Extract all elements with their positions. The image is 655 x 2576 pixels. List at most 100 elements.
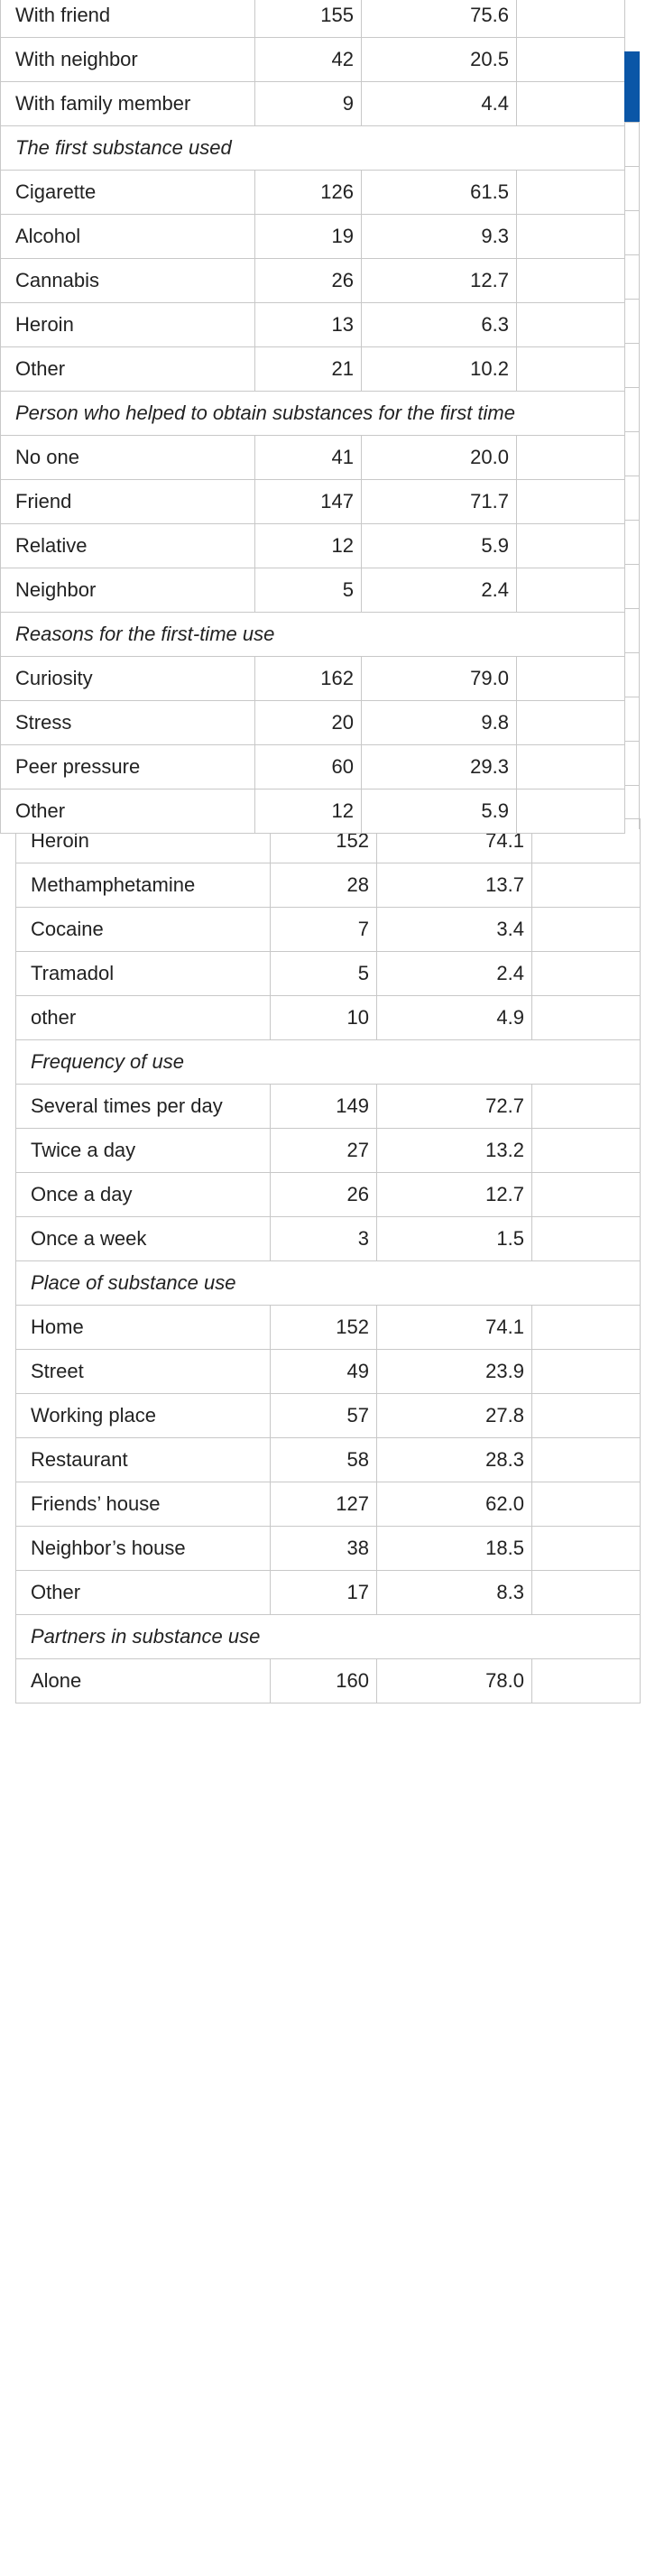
row-label: Heroin [0, 302, 255, 347]
count-cell: 5 [270, 951, 377, 996]
table-row: Once a week 3 1.5 [15, 1216, 641, 1261]
count-cell: 3 [270, 1216, 377, 1261]
count-cell: 21 [254, 346, 362, 392]
count-cell: 7 [270, 907, 377, 952]
percent-cell: 1.5 [376, 1216, 532, 1261]
count-cell: 27 [270, 1128, 377, 1173]
stub-row [624, 608, 640, 652]
empty-cell [516, 258, 625, 303]
table-row: With friend 155 75.6 [0, 0, 625, 38]
percent-cell: 23.9 [376, 1349, 532, 1394]
table-row: Other 12 5.9 [0, 789, 625, 834]
count-cell: 12 [254, 789, 362, 834]
stub-row [624, 475, 640, 520]
row-label: Once a day [15, 1172, 271, 1217]
scroll-position-indicator [624, 51, 640, 122]
empty-cell [516, 568, 625, 613]
row-label: Other [0, 346, 255, 392]
percent-cell: 12.7 [376, 1172, 532, 1217]
table-row: Methamphetamine 28 13.7 [15, 863, 641, 908]
empty-cell [516, 789, 625, 834]
stub-row [624, 299, 640, 343]
count-cell: 10 [270, 995, 377, 1040]
percent-cell: 6.3 [361, 302, 517, 347]
table-row: Peer pressure 60 29.3 [0, 744, 625, 789]
empty-cell [516, 37, 625, 82]
percent-cell: 29.3 [361, 744, 517, 789]
stub-row [624, 343, 640, 387]
percent-cell: 20.5 [361, 37, 517, 82]
row-label: Other [0, 789, 255, 834]
substance-use-table-upper: With friend 155 75.6 With neighbor 42 20.5 Wit… [0, 0, 625, 834]
table-row: Alone 160 78.0 [15, 1658, 641, 1703]
stub-row [624, 254, 640, 299]
section-label: Partners in substance use [15, 1614, 641, 1659]
percent-cell: 5.9 [361, 789, 517, 834]
section-label: The first substance used [0, 125, 625, 171]
row-label: Twice a day [15, 1128, 271, 1173]
section-label: Place of substance use [15, 1260, 641, 1306]
percent-cell: 12.7 [361, 258, 517, 303]
row-label: Cannabis [0, 258, 255, 303]
count-cell: 26 [254, 258, 362, 303]
row-label: With friend [0, 0, 255, 38]
table-section-header: Frequency of use [15, 1039, 641, 1085]
empty-cell [531, 1216, 641, 1261]
row-label: Alone [15, 1658, 271, 1703]
stub-row [624, 431, 640, 475]
empty-cell [531, 1437, 641, 1482]
row-label: Cigarette [0, 170, 255, 215]
percent-cell: 9.3 [361, 214, 517, 259]
empty-cell [516, 700, 625, 745]
table-section-header: Reasons for the first-time use [0, 612, 625, 657]
stub-row [624, 741, 640, 785]
count-cell: 162 [254, 656, 362, 701]
table-row: Street 49 23.9 [15, 1349, 641, 1394]
percent-cell: 18.5 [376, 1526, 532, 1571]
row-label: Stress [0, 700, 255, 745]
table-section-header: The first substance used [0, 125, 625, 171]
table-row: Cannabis 26 12.7 [0, 258, 625, 303]
count-cell: 149 [270, 1084, 377, 1129]
row-label: Friends’ house [15, 1482, 271, 1527]
percent-cell: 9.8 [361, 700, 517, 745]
percent-cell: 74.1 [376, 1305, 532, 1350]
row-label: With neighbor [0, 37, 255, 82]
table-row: Home 152 74.1 [15, 1305, 641, 1350]
count-cell: 26 [270, 1172, 377, 1217]
row-label: Home [15, 1305, 271, 1350]
empty-cell [531, 1393, 641, 1438]
stub-row [624, 122, 640, 166]
empty-cell [531, 1482, 641, 1527]
row-label: Neighbor’s house [15, 1526, 271, 1571]
table-row: Alcohol 19 9.3 [0, 214, 625, 259]
table-row: Friends’ house 127 62.0 [15, 1482, 641, 1527]
count-cell: 127 [270, 1482, 377, 1527]
count-cell: 60 [254, 744, 362, 789]
table-row: Heroin 13 6.3 [0, 302, 625, 347]
stub-row [624, 210, 640, 254]
empty-cell [531, 863, 641, 908]
row-label: Alcohol [0, 214, 255, 259]
empty-cell [531, 1570, 641, 1615]
count-cell: 17 [270, 1570, 377, 1615]
count-cell: 28 [270, 863, 377, 908]
count-cell: 12 [254, 523, 362, 568]
table-row: Restaurant 58 28.3 [15, 1437, 641, 1482]
percent-cell: 4.4 [361, 81, 517, 126]
table-body: Heroin 152 74.1 Methamphetamine 28 13.7 Cocain… [15, 818, 641, 1703]
empty-cell [531, 1349, 641, 1394]
table-row: Working place 57 27.8 [15, 1393, 641, 1438]
table-row: Cocaine 7 3.4 [15, 907, 641, 952]
count-cell: 5 [254, 568, 362, 613]
row-label: No one [0, 435, 255, 480]
count-cell: 38 [270, 1526, 377, 1571]
table-row: Friend 147 71.7 [0, 479, 625, 524]
empty-cell [516, 744, 625, 789]
empty-cell [516, 435, 625, 480]
table-row: Other 17 8.3 [15, 1570, 641, 1615]
row-label: Several times per day [15, 1084, 271, 1129]
count-cell: 160 [270, 1658, 377, 1703]
count-cell: 155 [254, 0, 362, 38]
empty-cell [531, 1172, 641, 1217]
